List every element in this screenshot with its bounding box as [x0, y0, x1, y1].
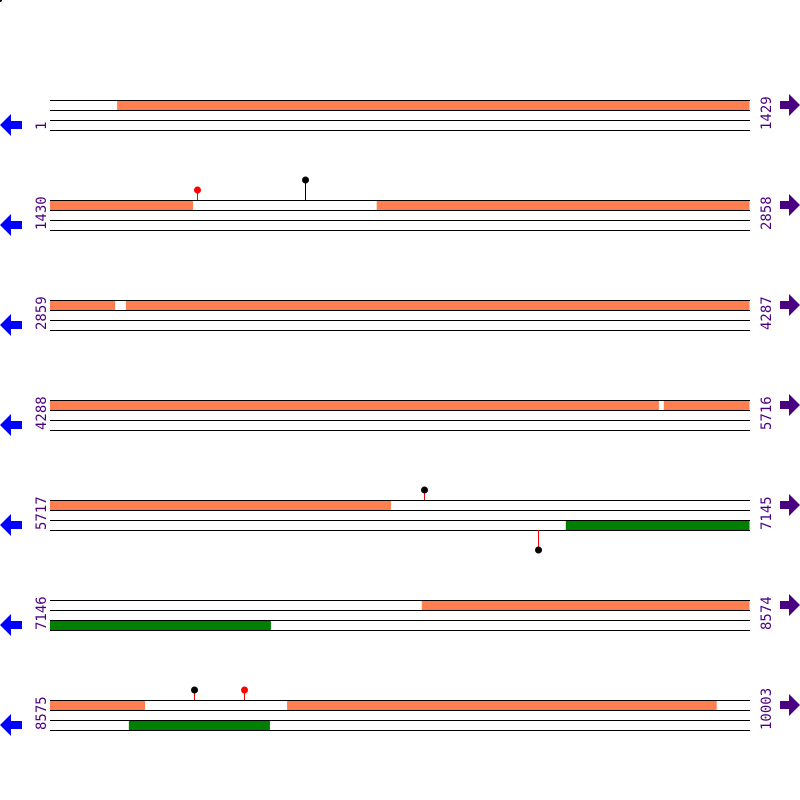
row-start-label: 4288: [34, 396, 50, 430]
reverse-feature: [50, 620, 271, 630]
forward-feature: [50, 700, 146, 710]
forward-feature: [376, 200, 750, 210]
corner-dot: [0, 0, 2, 2]
forward-feature: [663, 400, 750, 410]
forward-feature: [50, 500, 391, 510]
sequence-row: 1430 2858: [0, 176, 800, 236]
left-arrow-icon: [0, 714, 22, 736]
row-start-label: 8575: [34, 696, 50, 730]
row-end-label: 7145: [759, 496, 775, 530]
sequence-row: 8575 10003: [0, 686, 800, 736]
row-start-label: 7146: [34, 596, 50, 630]
pin-marker: [421, 486, 428, 494]
forward-feature: [50, 400, 659, 410]
row-end-label: 2858: [759, 196, 775, 230]
sequence-row: 2859 4287: [0, 294, 800, 336]
left-arrow-icon: [0, 214, 22, 236]
forward-feature: [125, 300, 750, 310]
pin-marker: [241, 686, 248, 694]
sequence-row: 7146 8574: [0, 594, 800, 636]
right-arrow-icon: [780, 594, 800, 616]
row-end-label: 5716: [759, 396, 775, 430]
reverse-feature: [128, 720, 270, 730]
forward-feature: [117, 100, 750, 110]
row-start-label: 5717: [34, 496, 50, 530]
forward-feature: [287, 700, 717, 710]
left-arrow-icon: [0, 414, 22, 436]
forward-feature: [421, 600, 750, 610]
pin-marker: [194, 186, 201, 194]
right-arrow-icon: [780, 494, 800, 516]
row-end-label: 1429: [759, 96, 775, 130]
forward-feature: [50, 200, 194, 210]
right-arrow-icon: [780, 194, 800, 216]
right-arrow-icon: [780, 694, 800, 716]
row-end-label: 10003: [759, 688, 775, 730]
sequence-row: 5717 7145: [0, 486, 800, 554]
left-arrow-icon: [0, 614, 22, 636]
left-arrow-icon: [0, 114, 22, 136]
reverse-feature: [565, 520, 750, 530]
left-arrow-icon: [0, 514, 22, 536]
forward-feature: [50, 300, 116, 310]
sequence-row: 1 1429: [0, 94, 800, 136]
pin-marker: [191, 686, 198, 694]
right-arrow-icon: [780, 294, 800, 316]
row-start-label: 2859: [34, 296, 50, 330]
row-end-label: 4287: [759, 296, 775, 330]
pin-marker: [535, 546, 542, 554]
row-end-label: 8574: [759, 596, 775, 630]
sequence-row: 4288 5716: [0, 394, 800, 436]
row-start-label: 1: [34, 122, 50, 130]
pin-marker: [302, 176, 309, 184]
left-arrow-icon: [0, 314, 22, 336]
right-arrow-icon: [780, 394, 800, 416]
right-arrow-icon: [780, 94, 800, 116]
row-start-label: 1430: [34, 196, 50, 230]
